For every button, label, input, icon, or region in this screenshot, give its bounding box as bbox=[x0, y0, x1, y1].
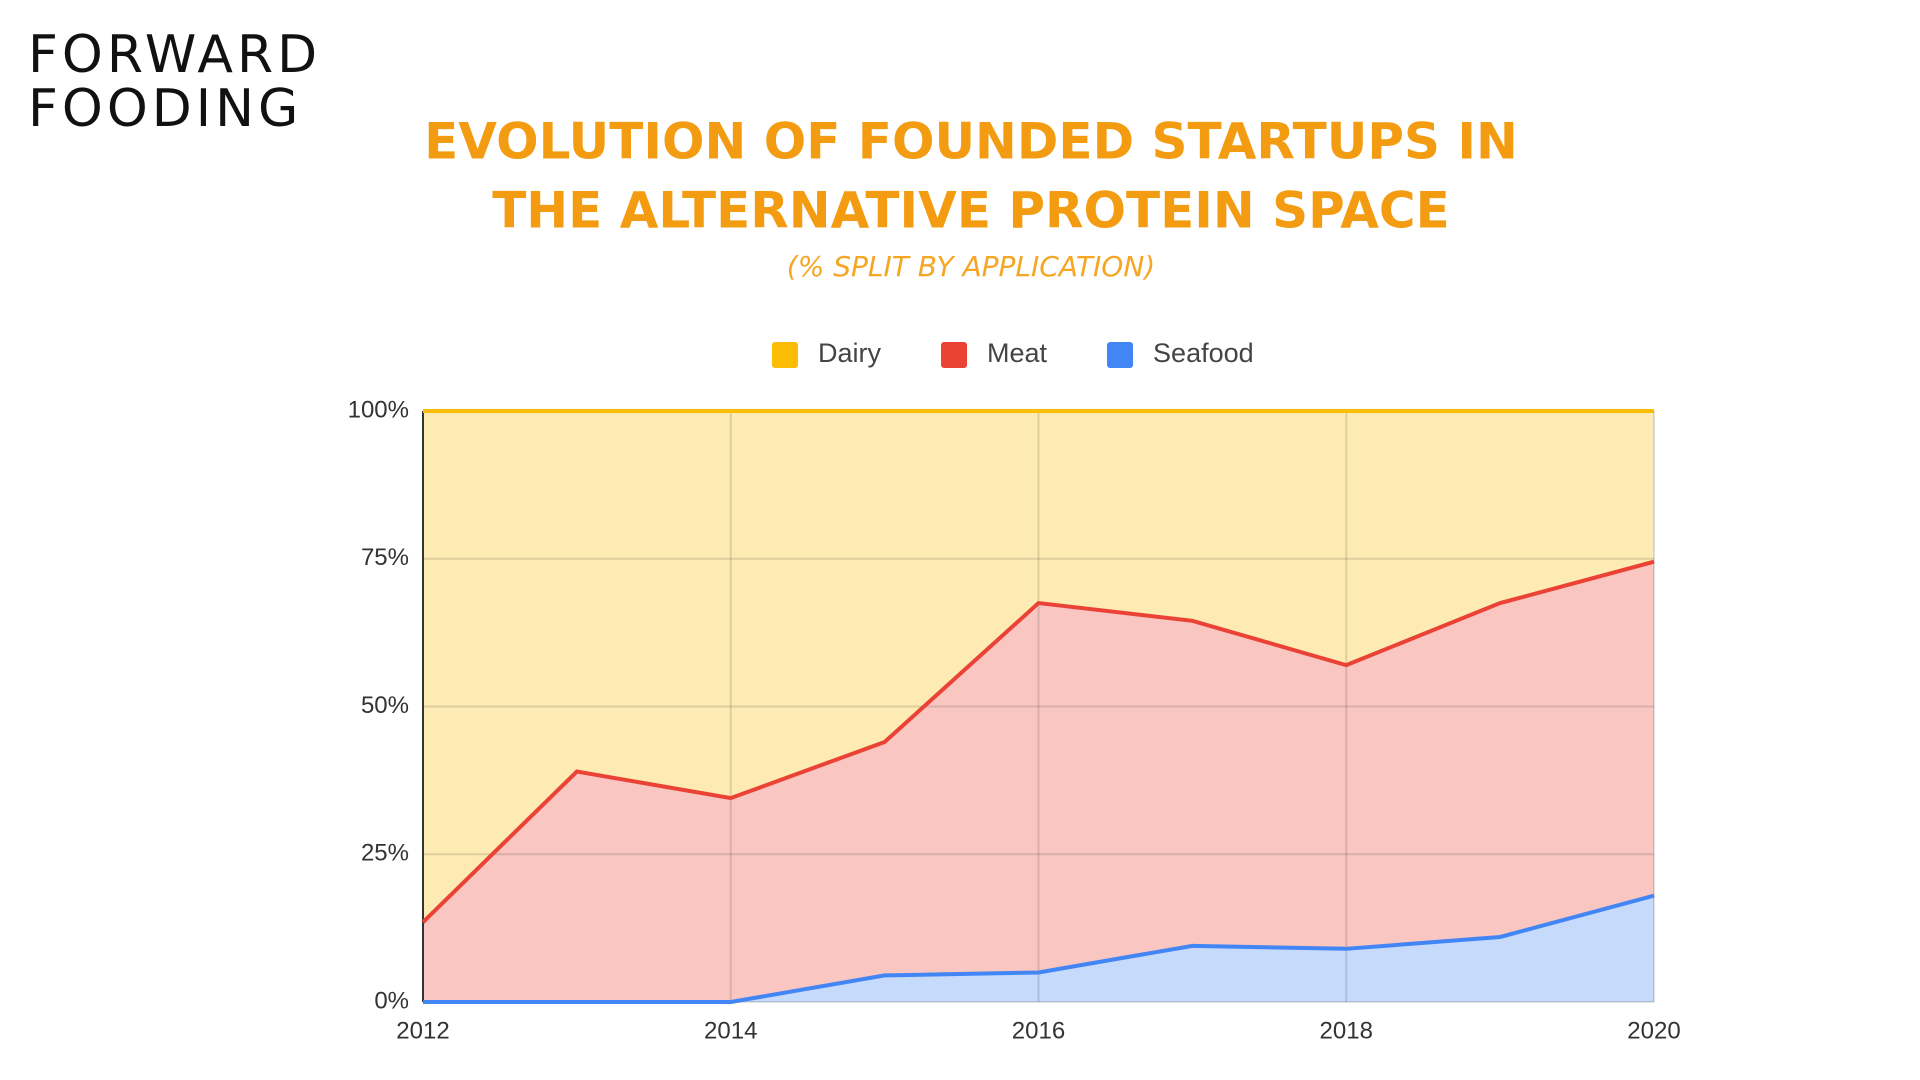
legend-label: Meat bbox=[987, 338, 1048, 368]
y-tick-label: 25% bbox=[361, 840, 409, 867]
legend-label: Seafood bbox=[1153, 338, 1254, 368]
x-tick-label: 2018 bbox=[1320, 1017, 1373, 1044]
chart-title: EVOLUTION OF FOUNDED STARTUPS IN bbox=[424, 113, 1518, 171]
x-tick-label: 2016 bbox=[1012, 1017, 1065, 1044]
chart-subtitle: (% SPLIT BY APPLICATION) bbox=[787, 250, 1155, 283]
y-tick-label: 0% bbox=[374, 987, 409, 1014]
x-tick-label: 2014 bbox=[704, 1017, 757, 1044]
logo-line: FORWARD bbox=[28, 25, 321, 85]
logo-line: FOODING bbox=[28, 79, 302, 139]
legend-label: Dairy bbox=[818, 338, 882, 368]
area bbox=[423, 411, 1654, 923]
y-tick-label: 50% bbox=[361, 692, 409, 719]
chart-title: THE ALTERNATIVE PROTEIN SPACE bbox=[492, 182, 1450, 240]
area bbox=[423, 561, 1654, 1002]
line bbox=[421, 559, 1655, 924]
legend-swatch bbox=[772, 342, 798, 368]
x-tick-label: 2020 bbox=[1627, 1017, 1680, 1044]
y-tick-label: 75% bbox=[361, 544, 409, 571]
area bbox=[423, 895, 1654, 1002]
legend-swatch bbox=[1107, 342, 1134, 368]
line bbox=[423, 893, 1655, 1004]
x-tick-label: 2012 bbox=[396, 1017, 449, 1044]
legend-swatch bbox=[941, 342, 968, 368]
y-tick-label: 100% bbox=[348, 396, 409, 423]
